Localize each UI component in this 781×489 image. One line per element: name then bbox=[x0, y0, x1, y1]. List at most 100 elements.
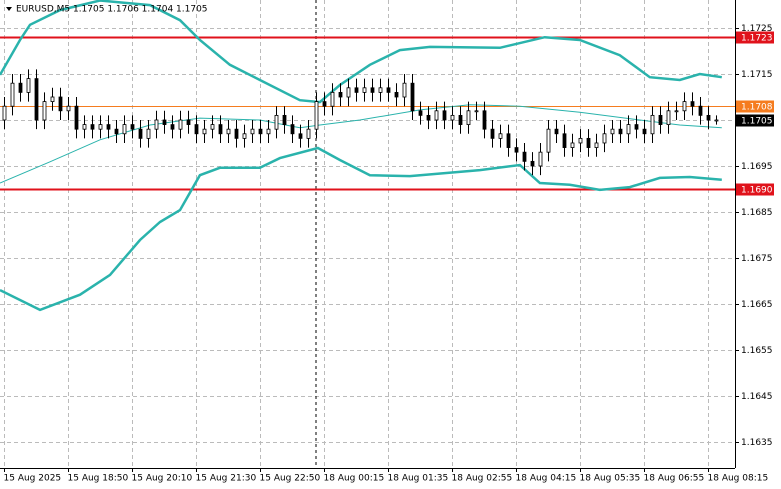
x-tick-label: 18 Aug 01:35 bbox=[388, 474, 449, 484]
candle-body bbox=[50, 96, 55, 102]
candle-body bbox=[66, 105, 71, 112]
x-tick-label: 18 Aug 08:15 bbox=[708, 474, 769, 484]
candle-body bbox=[530, 160, 535, 167]
candle-body bbox=[490, 128, 495, 139]
candle-body bbox=[386, 87, 391, 93]
candle-body bbox=[626, 124, 631, 135]
candle-body bbox=[482, 110, 487, 130]
y-tick-label: 1.1715 bbox=[741, 70, 773, 80]
x-tick-label: 18 Aug 04:15 bbox=[516, 474, 577, 484]
candle-body bbox=[322, 101, 327, 107]
candle-body bbox=[370, 87, 375, 93]
candle-body bbox=[274, 114, 279, 130]
candle-body bbox=[682, 101, 687, 112]
candle-body bbox=[314, 101, 319, 130]
candle-body bbox=[26, 78, 31, 93]
y-tick-label: 1.1695 bbox=[741, 162, 773, 172]
candle-body bbox=[410, 82, 415, 112]
x-tick-label: 18 Aug 00:15 bbox=[324, 474, 385, 484]
price-level-label: 1.1723 bbox=[741, 34, 773, 44]
candle-body bbox=[458, 114, 463, 125]
candle-body bbox=[90, 124, 95, 130]
y-tick-label: 1.1675 bbox=[741, 254, 773, 264]
candle-body bbox=[250, 128, 255, 135]
x-tick-label: 15 Aug 21:30 bbox=[196, 474, 257, 484]
candle-body bbox=[706, 114, 711, 121]
candle-body bbox=[666, 110, 671, 125]
candle-body bbox=[186, 119, 191, 125]
candle-body bbox=[650, 114, 655, 135]
y-tick-label: 1.1685 bbox=[741, 208, 773, 218]
candle-body bbox=[146, 128, 151, 139]
candle-body bbox=[466, 110, 471, 125]
candle-body bbox=[122, 124, 127, 135]
candle-body bbox=[18, 82, 23, 93]
candle-body bbox=[674, 110, 679, 113]
x-tick-label: 15 Aug 18:50 bbox=[68, 474, 129, 484]
candle-body bbox=[290, 124, 295, 135]
candle-body bbox=[602, 133, 607, 144]
price-level-tag bbox=[736, 183, 774, 196]
chart-title: EURUSD,M5 1.1705 1.1706 1.1704 1.1705 bbox=[16, 5, 208, 15]
candle-body bbox=[554, 128, 559, 135]
candle-body bbox=[418, 110, 423, 116]
y-tick-label: 1.1655 bbox=[741, 346, 773, 356]
candle-body bbox=[546, 128, 551, 153]
candle-body bbox=[346, 87, 351, 98]
candle-body bbox=[362, 87, 367, 93]
candle-body bbox=[82, 124, 87, 130]
candle-body bbox=[114, 128, 119, 135]
candle-body bbox=[618, 128, 623, 135]
candle-body bbox=[58, 96, 63, 112]
candle-body bbox=[242, 133, 247, 139]
candle-body bbox=[450, 114, 455, 121]
candle-body bbox=[522, 151, 527, 162]
y-tick-label: 1.1725 bbox=[741, 24, 773, 34]
price-level-tag bbox=[736, 114, 774, 127]
candle-body bbox=[106, 124, 111, 130]
candle-body bbox=[442, 110, 447, 121]
candle-body bbox=[498, 133, 503, 139]
candle-body bbox=[162, 119, 167, 125]
price-level-tag bbox=[736, 31, 774, 44]
candle-body bbox=[578, 137, 583, 144]
candle-body bbox=[378, 87, 383, 93]
candle-body bbox=[586, 137, 591, 148]
candle-body bbox=[474, 110, 479, 113]
candle-body bbox=[98, 124, 103, 130]
candle-body bbox=[130, 124, 135, 130]
candle-body bbox=[394, 92, 399, 98]
candle-body bbox=[202, 128, 207, 135]
price-level-label: 1.1705 bbox=[741, 117, 773, 127]
candle-body bbox=[10, 82, 15, 107]
bollinger-band bbox=[0, 0, 722, 104]
candle-body bbox=[298, 133, 303, 139]
price-level-label: 1.1708 bbox=[741, 103, 773, 113]
candle-body bbox=[402, 82, 407, 98]
y-tick-label: 1.1665 bbox=[741, 300, 773, 310]
candle-body bbox=[698, 105, 703, 116]
menu-arrow[interactable] bbox=[6, 7, 12, 11]
x-tick-label: 15 Aug 20:10 bbox=[132, 474, 193, 484]
y-tick-label: 1.1645 bbox=[741, 392, 773, 402]
x-tick-label: 15 Aug 2025 bbox=[4, 474, 62, 484]
candle-body bbox=[690, 101, 695, 107]
x-tick-label: 15 Aug 22:50 bbox=[260, 474, 321, 484]
candle-body bbox=[642, 128, 647, 135]
candle-body bbox=[714, 119, 719, 122]
candle-body bbox=[74, 105, 79, 130]
candle-body bbox=[610, 128, 615, 135]
candle-body bbox=[570, 142, 575, 148]
candle-body bbox=[2, 105, 7, 121]
x-tick-label: 18 Aug 05:35 bbox=[580, 474, 641, 484]
x-tick-label: 18 Aug 06:55 bbox=[644, 474, 705, 484]
candle-body bbox=[154, 119, 159, 130]
y-tick-label: 1.1635 bbox=[741, 438, 773, 448]
candle-body bbox=[266, 128, 271, 135]
candle-body bbox=[634, 124, 639, 130]
candle-body bbox=[42, 101, 47, 121]
candle-body bbox=[434, 110, 439, 121]
